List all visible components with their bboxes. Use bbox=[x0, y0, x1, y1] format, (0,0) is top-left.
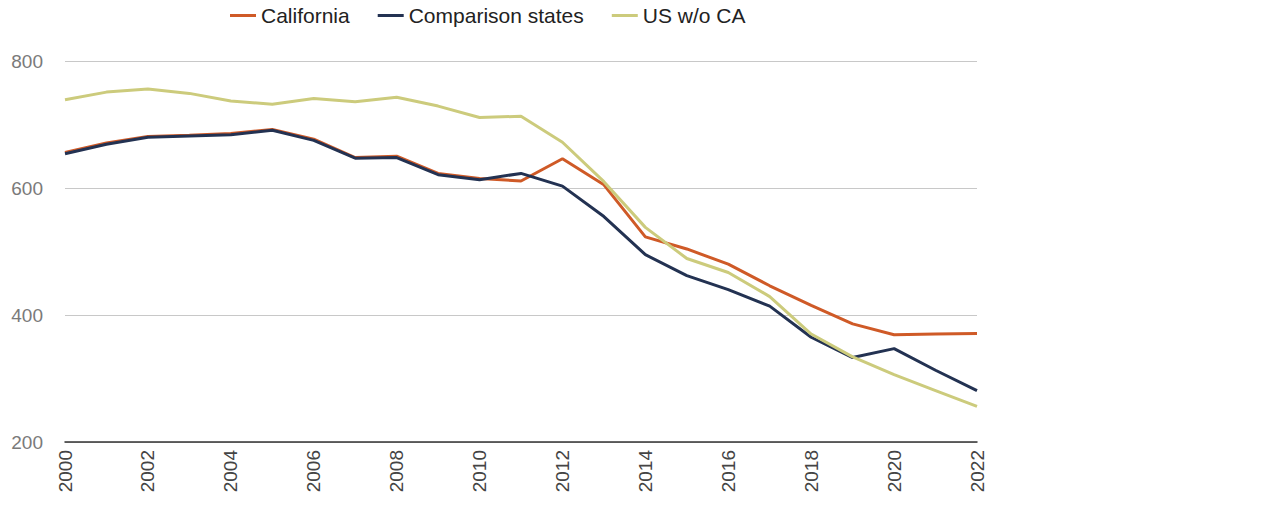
svg-text:2014: 2014 bbox=[635, 450, 656, 493]
svg-text:2006: 2006 bbox=[303, 450, 324, 492]
svg-text:2008: 2008 bbox=[386, 450, 407, 492]
svg-text:2022: 2022 bbox=[967, 450, 988, 492]
svg-text:2012: 2012 bbox=[552, 450, 573, 492]
svg-text:2010: 2010 bbox=[469, 450, 490, 492]
svg-text:California: California bbox=[261, 4, 350, 27]
svg-text:800: 800 bbox=[11, 51, 43, 72]
svg-text:600: 600 bbox=[11, 178, 43, 199]
svg-text:Comparison states: Comparison states bbox=[409, 4, 584, 27]
svg-text:US w/o CA: US w/o CA bbox=[643, 4, 746, 27]
svg-text:2020: 2020 bbox=[884, 450, 905, 492]
svg-text:2018: 2018 bbox=[801, 450, 822, 492]
svg-text:2000: 2000 bbox=[55, 450, 76, 492]
svg-text:2004: 2004 bbox=[220, 450, 241, 493]
svg-text:400: 400 bbox=[11, 305, 43, 326]
svg-text:200: 200 bbox=[11, 432, 43, 453]
svg-text:2002: 2002 bbox=[137, 450, 158, 492]
svg-text:2016: 2016 bbox=[718, 450, 739, 492]
